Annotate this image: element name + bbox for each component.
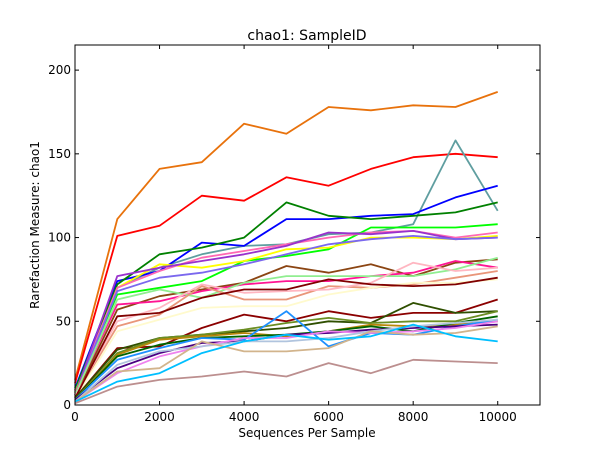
series-line-9 (74, 229, 498, 396)
y-tick-label: 0 (63, 398, 71, 412)
y-axis: 0 50 100 150 200 (48, 63, 540, 412)
x-tick-label: 4000 (229, 410, 260, 424)
series-line-10 (74, 234, 498, 396)
series-line-29 (74, 358, 498, 405)
series-line-25 (74, 320, 498, 403)
y-tick-label: 100 (48, 231, 71, 245)
series-line-13 (74, 256, 498, 396)
series-line-19 (74, 301, 498, 399)
series-line-5 (74, 201, 498, 391)
y-tick-label: 150 (48, 147, 71, 161)
y-axis-label: Rarefaction Measure: chao1 (28, 141, 42, 309)
series-line-26 (74, 318, 498, 403)
series-line-1 (74, 91, 499, 381)
y-tick-label: 200 (48, 63, 71, 77)
series-line-27 (74, 325, 498, 403)
series-line-16 (74, 278, 498, 399)
series-line-11 (74, 258, 498, 397)
x-axis: 0 2000 4000 6000 8000 10000 (71, 45, 517, 424)
series-line-2 (74, 152, 498, 384)
series-layer (74, 91, 499, 405)
series-line-17 (74, 276, 498, 399)
series-line-6 (74, 223, 498, 392)
series-line-23 (74, 310, 498, 401)
x-tick-label: 10000 (479, 410, 517, 424)
x-tick-label: 2000 (144, 410, 175, 424)
series-line-18 (74, 298, 498, 399)
series-line-12 (74, 260, 498, 394)
series-line-20 (74, 310, 498, 401)
x-axis-label: Sequences Per Sample (238, 426, 375, 440)
y-tick-label: 50 (56, 314, 71, 328)
plot-frame (74, 44, 541, 406)
series-line-4 (74, 184, 498, 389)
series-line-15 (74, 261, 498, 398)
x-tick-label: 6000 (313, 410, 344, 424)
chart-title: chao1: SampleID (247, 28, 366, 44)
series-line-7 (74, 235, 498, 394)
x-tick-label: 0 (71, 410, 79, 424)
series-line-28 (74, 323, 498, 403)
x-tick-label: 8000 (398, 410, 429, 424)
